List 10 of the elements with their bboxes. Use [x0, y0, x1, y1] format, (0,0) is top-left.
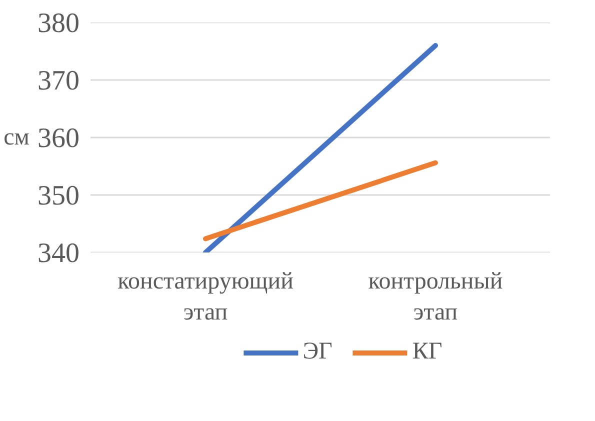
legend-label: ЭГ	[302, 338, 332, 366]
y-tick-label: 360	[38, 123, 80, 154]
y-tick-label: 340	[38, 238, 80, 269]
legend-label: КГ	[412, 338, 442, 366]
y-tick-label: 370	[38, 66, 80, 96]
y-axis-title: см	[4, 124, 30, 150]
y-tick-label: 380	[38, 8, 80, 39]
x-tick-label: констатирующий этап	[118, 268, 294, 326]
y-tick-label: 350	[38, 180, 80, 212]
x-tick-label: контрольный этап	[368, 268, 503, 326]
